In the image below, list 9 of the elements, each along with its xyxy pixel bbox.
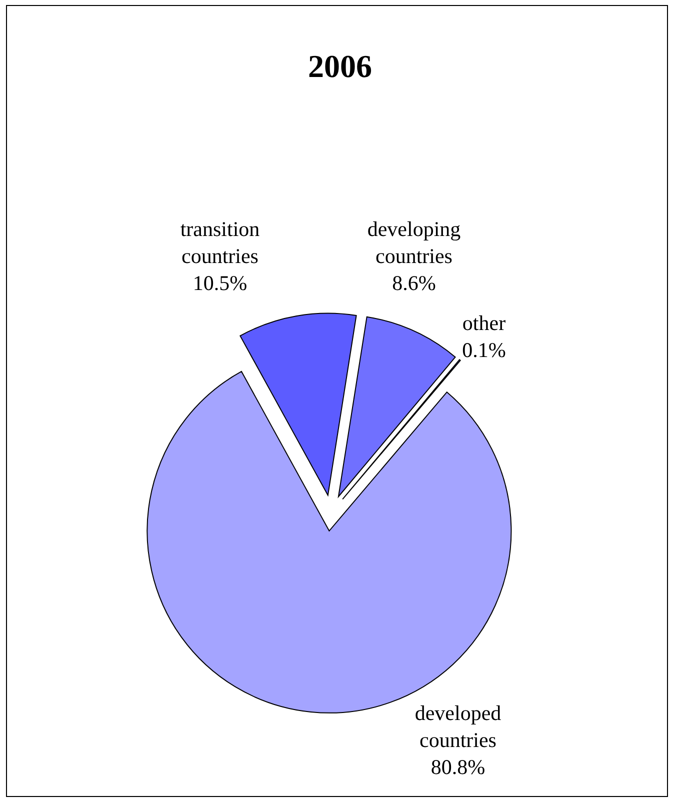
data-label: 10.5% [192,271,248,295]
data-label: 0.1% [462,338,506,362]
data-label: 8.6% [392,271,436,295]
slice-label: developing countries [367,217,462,268]
data-label: 80.8% [430,755,486,779]
slice-label: developed countries [414,701,502,752]
slice-label: other [462,311,506,335]
slice-label: transition countries [180,217,260,268]
chart-title: 2006 [307,48,373,84]
